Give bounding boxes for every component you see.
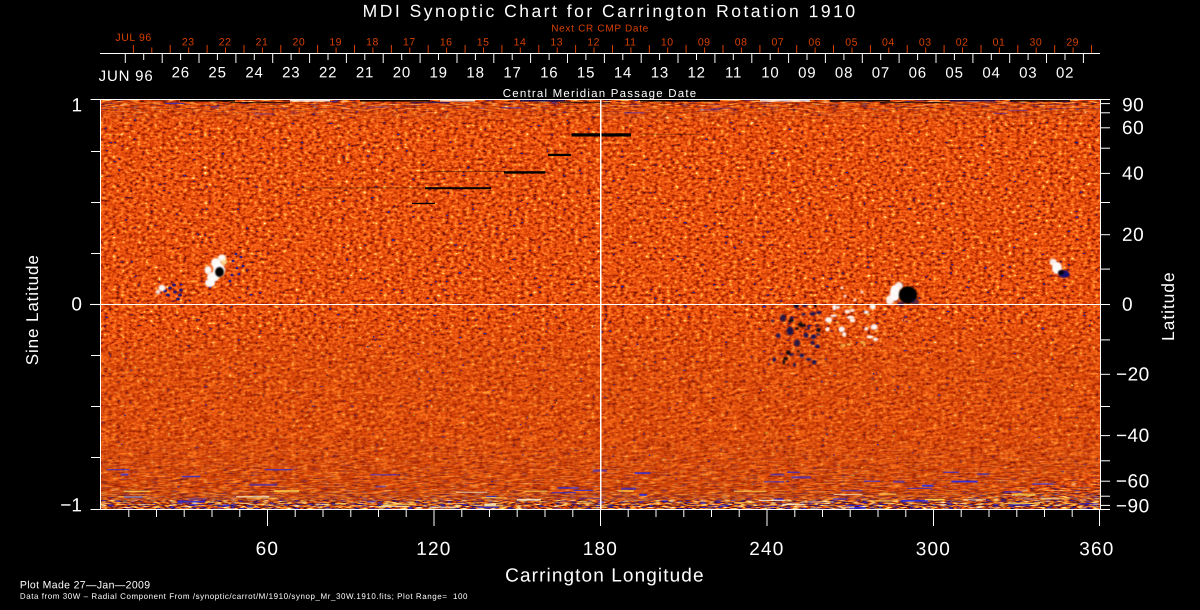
svg-text:Central Meridian Passage Date: Central Meridian Passage Date: [503, 88, 698, 100]
svg-text:300: 300: [916, 539, 951, 560]
svg-text:17: 17: [503, 64, 521, 81]
svg-text:−60: −60: [1116, 471, 1150, 492]
svg-text:Latitude: Latitude: [1158, 271, 1178, 340]
svg-text:15: 15: [577, 64, 595, 81]
svg-text:01: 01: [993, 37, 1006, 49]
svg-text:22: 22: [219, 36, 232, 48]
svg-text:14: 14: [514, 36, 527, 48]
svg-text:18: 18: [466, 64, 484, 81]
svg-text:20: 20: [1122, 225, 1144, 246]
svg-text:04: 04: [882, 37, 895, 49]
svg-text:MDI Synoptic Chart for Carring: MDI Synoptic Chart for Carrington Rotati…: [363, 1, 858, 21]
svg-text:Plot Made 27—Jan—2009: Plot Made 27—Jan—2009: [20, 579, 151, 591]
svg-text:JUN 96: JUN 96: [99, 68, 154, 85]
svg-text:15: 15: [477, 36, 490, 48]
svg-text:21: 21: [256, 36, 269, 48]
svg-text:18: 18: [366, 36, 379, 48]
svg-text:02: 02: [1056, 65, 1074, 82]
svg-text:Carrington Longitude: Carrington Longitude: [505, 565, 704, 586]
svg-text:25: 25: [208, 64, 226, 81]
svg-text:08: 08: [835, 65, 853, 82]
svg-text:17: 17: [403, 36, 416, 48]
svg-text:40: 40: [1122, 164, 1144, 185]
svg-text:08: 08: [735, 37, 748, 49]
svg-text:09: 09: [698, 37, 711, 49]
svg-text:19: 19: [329, 36, 342, 48]
svg-text:05: 05: [845, 37, 858, 49]
svg-text:240: 240: [749, 539, 784, 560]
svg-text:11: 11: [725, 65, 742, 82]
svg-text:19: 19: [430, 64, 448, 81]
svg-text:04: 04: [982, 65, 1000, 82]
svg-text:23: 23: [182, 36, 195, 48]
svg-text:22: 22: [319, 64, 337, 81]
svg-text:JUL 96: JUL 96: [115, 32, 151, 44]
svg-text:0: 0: [1122, 295, 1133, 316]
svg-text:Next CR CMP Date: Next CR CMP Date: [551, 23, 649, 34]
svg-text:60: 60: [1122, 118, 1144, 139]
svg-text:−1: −1: [60, 495, 82, 516]
svg-text:16: 16: [440, 36, 453, 48]
svg-text:13: 13: [651, 65, 669, 82]
svg-text:05: 05: [945, 65, 963, 82]
svg-text:90: 90: [1122, 95, 1144, 116]
svg-text:06: 06: [808, 37, 821, 49]
svg-text:360: 360: [1079, 539, 1114, 560]
svg-text:−90: −90: [1116, 496, 1150, 517]
svg-text:03: 03: [1019, 65, 1037, 82]
svg-text:11: 11: [625, 37, 637, 49]
svg-text:24: 24: [245, 64, 263, 81]
svg-text:60: 60: [256, 539, 280, 560]
svg-text:07: 07: [872, 65, 890, 82]
svg-text:21: 21: [356, 64, 374, 81]
svg-text:12: 12: [688, 65, 706, 82]
svg-text:−20: −20: [1116, 364, 1150, 385]
svg-text:09: 09: [798, 65, 816, 82]
svg-text:23: 23: [282, 64, 300, 81]
svg-text:26: 26: [172, 64, 190, 81]
svg-text:Sine Latitude: Sine Latitude: [23, 254, 42, 365]
svg-text:0: 0: [71, 294, 82, 315]
svg-text:03: 03: [919, 37, 932, 49]
svg-text:20: 20: [293, 36, 306, 48]
svg-text:Data from 30W – Radial Compone: Data from 30W – Radial Component From /s…: [20, 592, 468, 601]
svg-text:1: 1: [71, 95, 82, 116]
svg-text:180: 180: [583, 539, 618, 560]
svg-text:30: 30: [1030, 37, 1043, 49]
svg-text:120: 120: [416, 539, 451, 560]
svg-text:06: 06: [909, 65, 927, 82]
svg-text:14: 14: [614, 65, 632, 82]
svg-text:02: 02: [956, 37, 969, 49]
svg-text:12: 12: [587, 36, 600, 48]
svg-text:16: 16: [540, 64, 558, 81]
svg-text:−40: −40: [1116, 426, 1150, 447]
svg-text:13: 13: [550, 36, 563, 48]
svg-text:10: 10: [761, 65, 779, 82]
svg-text:20: 20: [393, 64, 411, 81]
svg-text:29: 29: [1066, 37, 1079, 49]
svg-text:07: 07: [772, 37, 785, 49]
svg-text:10: 10: [661, 37, 674, 49]
